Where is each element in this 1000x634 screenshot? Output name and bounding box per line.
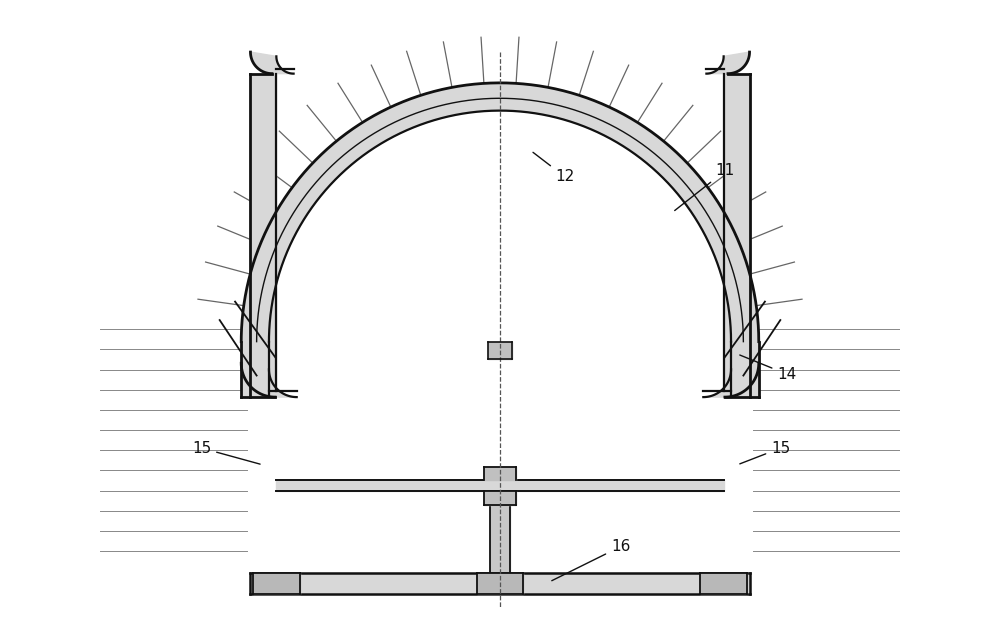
Polygon shape (706, 52, 750, 74)
Polygon shape (250, 573, 750, 594)
Polygon shape (484, 491, 516, 505)
Text: 16: 16 (552, 539, 630, 581)
Polygon shape (703, 363, 759, 397)
Polygon shape (477, 573, 523, 594)
Polygon shape (241, 363, 297, 397)
Text: 12: 12 (533, 152, 575, 184)
Polygon shape (724, 74, 750, 397)
Text: 14: 14 (740, 355, 797, 382)
Polygon shape (700, 573, 747, 594)
Polygon shape (253, 573, 300, 594)
Text: 11: 11 (675, 164, 735, 210)
Polygon shape (241, 391, 275, 397)
Polygon shape (484, 467, 516, 481)
Polygon shape (241, 342, 269, 397)
Polygon shape (490, 491, 510, 573)
Polygon shape (250, 52, 294, 74)
Text: 15: 15 (740, 441, 790, 464)
Polygon shape (731, 342, 759, 397)
Polygon shape (250, 74, 276, 397)
Polygon shape (488, 342, 512, 359)
Polygon shape (241, 83, 759, 342)
Polygon shape (276, 481, 724, 491)
Text: 15: 15 (192, 441, 260, 464)
Polygon shape (725, 391, 759, 397)
